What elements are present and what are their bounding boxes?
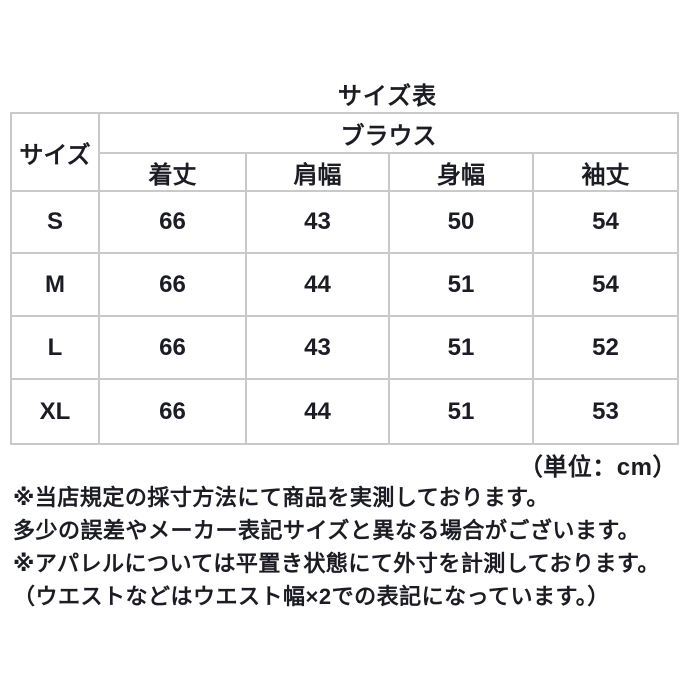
table-column-header-row: 着丈 肩幅 身幅 袖丈 (11, 152, 679, 192)
value-cell: 53 (532, 378, 679, 445)
value-cell: 44 (245, 378, 390, 445)
group-header-blouse: ブラウス (98, 112, 679, 154)
value-cell: 66 (98, 190, 247, 254)
size-label-l: L (10, 315, 100, 380)
size-label-s: S (10, 190, 100, 254)
value-cell: 51 (388, 252, 534, 317)
value-cell: 44 (245, 252, 390, 317)
note-line-measurement: ※当店規定の採寸方法にて商品を実測しております。 (13, 485, 549, 510)
table-row-l: L 66 43 51 52 (10, 315, 679, 380)
column-header-body-width: 身幅 (388, 152, 534, 192)
value-cell: 43 (245, 315, 390, 380)
notes-block: ※当店規定の採寸方法にて商品を実測しております。 多少の誤差やメーカー表記サイズ… (13, 481, 693, 613)
column-header-shoulder-width: 肩幅 (245, 152, 390, 192)
corner-header-size: サイズ (10, 112, 100, 192)
value-cell: 51 (388, 378, 534, 445)
size-label-xl: XL (10, 378, 100, 445)
note-line-waist-double: （ウエストなどはウエスト幅×2での表記になっています。） (13, 584, 610, 609)
note-line-tolerance: 多少の誤差やメーカー表記サイズと異なる場合がございます。 (13, 518, 641, 543)
table-row-s: S 66 43 50 54 (10, 190, 679, 254)
value-cell: 43 (245, 190, 390, 254)
table-row-xl: XL 66 44 51 53 (10, 378, 679, 445)
size-label-m: M (10, 252, 100, 317)
value-cell: 66 (98, 315, 247, 380)
column-header-length: 着丈 (98, 152, 247, 192)
column-header-sleeve-length: 袖丈 (532, 152, 679, 192)
table-row-m: M 66 44 51 54 (10, 252, 679, 317)
value-cell: 54 (532, 190, 679, 254)
page-title: サイズ表 (337, 83, 438, 110)
size-table: サイズ ブラウス 着丈 肩幅 身幅 袖丈 S 66 43 50 54 M 66 … (10, 112, 679, 445)
table-group-header-row: サイズ ブラウス (10, 112, 679, 192)
note-line-flat-measure: ※アパレルについては平置き状態にて外寸を計測しております。 (13, 551, 660, 576)
value-cell: 66 (98, 252, 247, 317)
value-cell: 54 (532, 252, 679, 317)
value-cell: 52 (532, 315, 679, 380)
unit-label: （単位：cm） (518, 454, 677, 481)
value-cell: 50 (388, 190, 534, 254)
value-cell: 51 (388, 315, 534, 380)
value-cell: 66 (98, 378, 247, 445)
